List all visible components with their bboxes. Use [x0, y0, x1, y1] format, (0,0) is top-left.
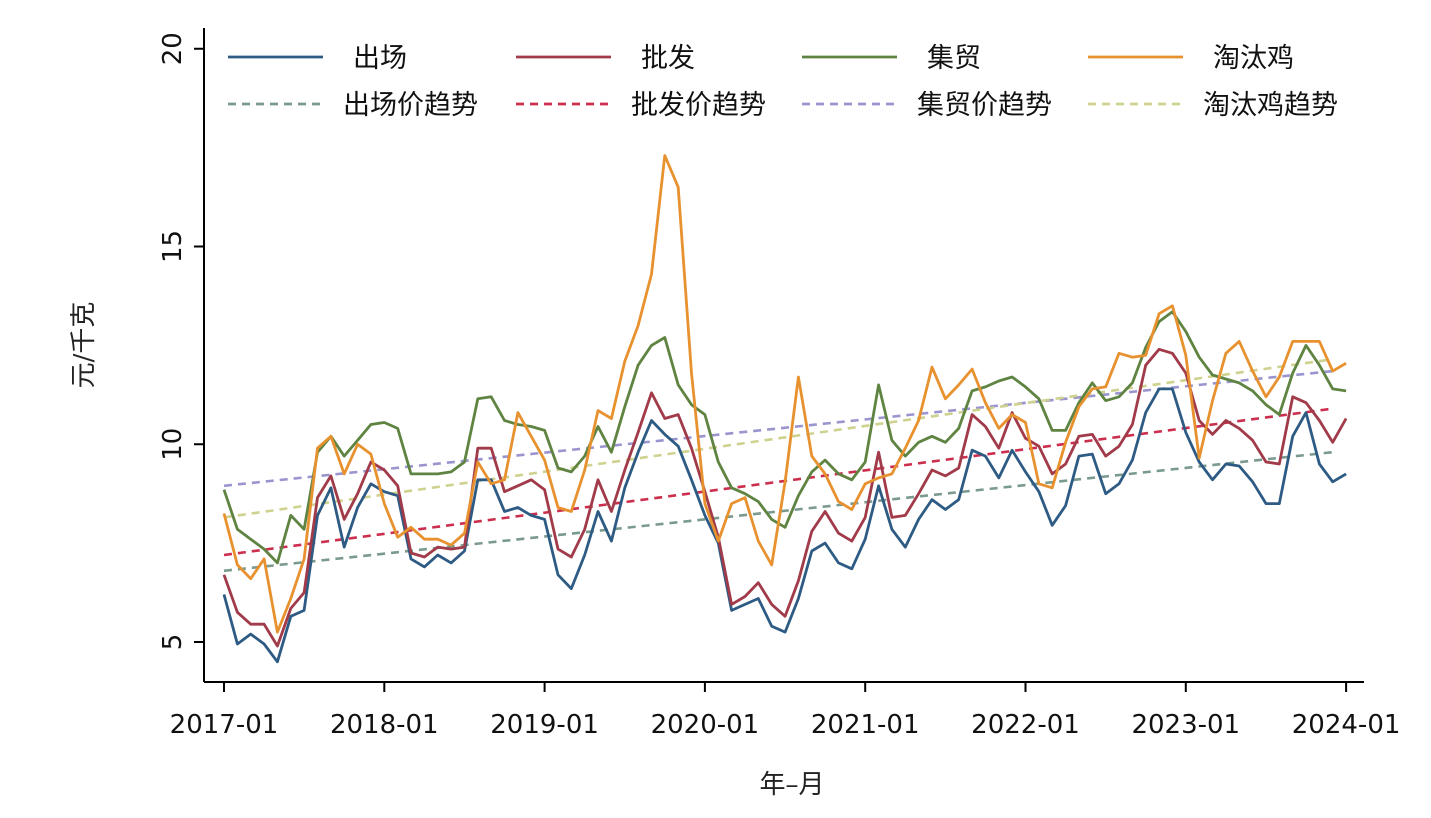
- trend-line: [223, 407, 1333, 557]
- x-tick-label: 2017-01: [170, 710, 279, 740]
- x-tick-label: 2022-01: [971, 710, 1080, 740]
- trend-line: [223, 357, 1333, 519]
- legend-label: 淘汰鸡趋势: [1203, 90, 1338, 121]
- y-axis-title: 元/千克: [69, 302, 99, 389]
- x-tick-label: 2019-01: [490, 710, 599, 740]
- legend-label: 集贸价趋势: [917, 90, 1052, 121]
- legend-label: 批发: [641, 43, 695, 74]
- series-lines: [222, 154, 1348, 664]
- y-tick-label: 15: [158, 230, 188, 263]
- series-line: [222, 154, 1347, 634]
- legend-label: 集贸: [927, 43, 981, 74]
- series-line: [222, 347, 1348, 648]
- x-tick-label: 2024-01: [1292, 710, 1401, 740]
- y-ticks: 5 10 15 20: [158, 32, 204, 650]
- y-tick-label: 5: [158, 634, 188, 651]
- x-tick-label: 2023-01: [1131, 710, 1240, 740]
- legend-label: 出场: [353, 43, 407, 74]
- x-ticks: 2017-01 2018-01 2019-01 2020-01 2021-01 2022-…: [170, 682, 1401, 740]
- x-axis-title: 年–月: [759, 770, 824, 800]
- legend-label: 淘汰鸡: [1213, 43, 1294, 74]
- axes: [203, 28, 1364, 683]
- trend-lines: [223, 357, 1333, 573]
- legend-label: 出场价趋势: [343, 90, 478, 121]
- x-tick-label: 2020-01: [651, 710, 760, 740]
- x-tick-label: 2018-01: [330, 710, 439, 740]
- y-tick-label: 10: [158, 428, 188, 461]
- series-line: [222, 387, 1347, 664]
- series-line: [222, 310, 1347, 565]
- legend-label: 批发价趋势: [631, 90, 766, 121]
- x-tick-label: 2021-01: [811, 710, 920, 740]
- trend-line: [223, 450, 1333, 573]
- y-tick-label: 20: [158, 32, 188, 65]
